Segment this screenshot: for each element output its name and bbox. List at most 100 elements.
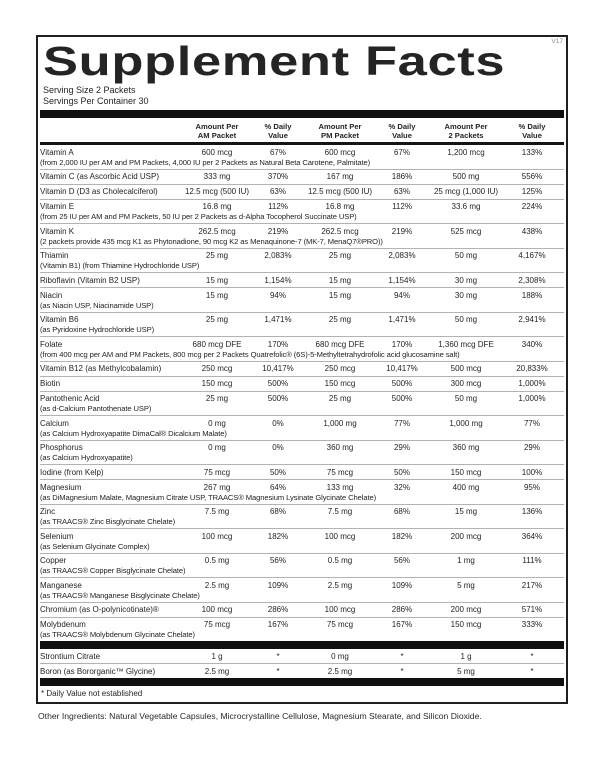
pm-dv-cell: 63% bbox=[393, 187, 410, 197]
pm-amount-cell: 0.5 mg bbox=[327, 556, 353, 566]
pm-amount-cell: 250 mcg bbox=[324, 364, 356, 374]
total-amount-cell: 400 mg bbox=[452, 482, 480, 492]
am-dv-cell: 219% bbox=[267, 226, 289, 236]
pm-dv-cell: 94% bbox=[393, 290, 410, 300]
pm-amount-cell: 600 mcg bbox=[324, 147, 356, 157]
pm-dv-cell: 286% bbox=[391, 605, 413, 615]
am-dv-cell: 64% bbox=[269, 482, 286, 492]
am-amount-cell: 75 mcg bbox=[203, 467, 231, 477]
total-dv-cell: 125% bbox=[521, 187, 543, 197]
pm-amount-cell: 150 mcg bbox=[324, 379, 356, 389]
pm-amount-cell: 25 mg bbox=[328, 315, 352, 325]
pm-amount-cell: 25 mg bbox=[328, 394, 352, 404]
am-dv-cell: 56% bbox=[269, 556, 286, 566]
total-amount-cell: 50 mg bbox=[454, 394, 478, 404]
pm-amount-cell: 25 mg bbox=[328, 251, 352, 261]
total-amount-cell: 200 mcg bbox=[450, 605, 482, 615]
am-dv-cell: 182% bbox=[267, 531, 289, 541]
total-amount-cell: 1,200 mcg bbox=[447, 147, 485, 157]
am-dv-cell: 67% bbox=[269, 147, 286, 157]
am-amount-cell: 680 mcg DFE bbox=[192, 339, 242, 349]
pm-amount-cell: 1,000 mg bbox=[323, 418, 357, 428]
nutrient-subtext: (as TRAACS® Manganese Bisglycinate Chela… bbox=[40, 590, 200, 600]
serving-size: Serving Size 2 Packets bbox=[43, 85, 136, 95]
nutrient-name: Pantothenic Acid bbox=[40, 394, 100, 404]
column-header-am-amount: Amount Per AM Packet bbox=[195, 122, 239, 140]
serving-info: Serving Size 2 Packets Servings Per Cont… bbox=[43, 85, 564, 106]
nutrient-name: Molybdenum bbox=[40, 620, 86, 630]
column-header-pm-dv: % Daily Value bbox=[388, 122, 416, 140]
supplement-facts-label: V17 Supplement Facts Serving Size 2 Pack… bbox=[36, 35, 568, 705]
pm-amount-cell: 680 mcg DFE bbox=[315, 339, 365, 349]
total-amount-cell: 50 mg bbox=[454, 251, 478, 261]
am-amount-cell: 7.5 mg bbox=[204, 507, 230, 517]
nutrient-subtext: (from 400 mcg per AM and PM Packets, 800… bbox=[40, 349, 460, 359]
column-header-row: Amount Per AM Packet % Daily Value Amoun… bbox=[40, 118, 564, 146]
table-row: Molybdenum 75 mcg 167% 75 mcg 167% 150 m… bbox=[40, 616, 564, 642]
total-amount-cell: 150 mcg bbox=[450, 620, 482, 630]
am-amount-cell: 1 g bbox=[211, 651, 223, 661]
pm-dv-cell: 32% bbox=[393, 482, 410, 492]
nutrient-name: Iodine (from Kelp) bbox=[40, 467, 104, 477]
pm-amount-cell: 100 mcg bbox=[324, 531, 356, 541]
pm-dv-cell: 29% bbox=[393, 443, 410, 453]
table-row: Vitamin B12 (as Methylcobalamin) 250 mcg… bbox=[40, 360, 564, 376]
servings-per-container: Servings Per Container 30 bbox=[43, 95, 149, 106]
pm-dv-cell: 109% bbox=[391, 580, 413, 590]
pm-amount-cell: 7.5 mg bbox=[327, 507, 353, 517]
total-amount-cell: 150 mcg bbox=[450, 467, 482, 477]
pm-dv-cell: 182% bbox=[391, 531, 413, 541]
nutrient-name: Vitamin E bbox=[40, 202, 75, 212]
other-ingredients: Other Ingredients: Natural Vegetable Cap… bbox=[38, 711, 482, 722]
am-amount-cell: 25 mg bbox=[205, 394, 229, 404]
am-amount-cell: 333 mg bbox=[203, 172, 231, 182]
table-row: Copper 0.5 mg 56% 0.5 mg 56% 1 mg 111% (… bbox=[40, 552, 564, 578]
pm-dv-cell: 1,471% bbox=[388, 315, 416, 325]
total-amount-cell: 500 mcg bbox=[450, 364, 482, 374]
am-amount-cell: 15 mg bbox=[205, 290, 229, 300]
page-title: Supplement Facts bbox=[43, 38, 506, 84]
total-dv-cell: 571% bbox=[521, 605, 543, 615]
nutrient-name: Manganese bbox=[40, 580, 82, 590]
pm-dv-cell: 170% bbox=[391, 339, 413, 349]
nutrient-rows: Vitamin A 600 mcg 67% 600 mcg 67% 1,200 … bbox=[40, 145, 564, 641]
table-row: Boron (as Bororganic™ Glycine) 2.5 mg * … bbox=[40, 663, 564, 678]
nutrient-name: Vitamin K bbox=[40, 226, 75, 236]
nutrient-subtext: (as TRAACS® Zinc Bisglycinate Chelate) bbox=[40, 517, 176, 527]
table-row: Thiamin 25 mg 2,083% 25 mg 2,083% 50 mg … bbox=[40, 247, 564, 273]
am-amount-cell: 100 mcg bbox=[201, 531, 233, 541]
column-header-total-dv: % Daily Value bbox=[518, 122, 546, 140]
pm-dv-cell: 500% bbox=[391, 394, 413, 404]
total-amount-cell: 1,360 mcg DFE bbox=[438, 339, 494, 349]
am-amount-cell: 600 mcg bbox=[201, 147, 233, 157]
table-row: Vitamin E 16.8 mg 112% 16.8 mg 112% 33.6… bbox=[40, 198, 564, 224]
pm-dv-cell: 50% bbox=[393, 467, 410, 477]
pm-amount-cell: 15 mg bbox=[328, 275, 352, 285]
pm-amount-cell: 12.5 mcg (500 IU) bbox=[307, 187, 373, 197]
table-row: Vitamin B6 25 mg 1,471% 25 mg 1,471% 50 … bbox=[40, 311, 564, 337]
total-amount-cell: 50 mg bbox=[454, 315, 478, 325]
total-dv-cell: 100% bbox=[521, 467, 543, 477]
am-dv-cell: 0% bbox=[272, 418, 284, 428]
am-dv-cell: 2,083% bbox=[264, 251, 292, 261]
column-header-pm-amount: Amount Per PM Packet bbox=[318, 122, 362, 140]
nutrient-subtext: (as Pyridoxine Hydrochloride USP) bbox=[40, 325, 155, 335]
pm-amount-cell: 167 mg bbox=[326, 172, 354, 182]
am-amount-cell: 0 mg bbox=[208, 443, 226, 453]
pm-amount-cell: 100 mcg bbox=[324, 605, 356, 615]
total-dv-cell: * bbox=[530, 651, 534, 661]
total-amount-cell: 1 g bbox=[460, 651, 472, 661]
table-row: Niacin 15 mg 94% 15 mg 94% 30 mg 188% (a… bbox=[40, 287, 564, 312]
total-amount-cell: 525 mcg bbox=[450, 226, 482, 236]
table-row: Vitamin C (as Ascorbic Acid USP) 333 mg … bbox=[40, 168, 564, 184]
nutrient-name: Riboflavin (Vitamin B2 USP) bbox=[40, 275, 140, 285]
header-separator-bar bbox=[40, 110, 564, 118]
am-dv-cell: * bbox=[276, 666, 280, 676]
pm-dv-cell: 1,154% bbox=[388, 275, 416, 285]
total-dv-cell: 224% bbox=[521, 202, 543, 212]
column-header-am-dv: % Daily Value bbox=[264, 122, 292, 140]
section-divider-bar-bottom bbox=[40, 678, 564, 687]
total-amount-cell: 25 mcg (1,000 IU) bbox=[433, 187, 499, 197]
total-amount-cell: 200 mcg bbox=[450, 531, 482, 541]
table-row: Zinc 7.5 mg 68% 7.5 mg 68% 15 mg 136% (a… bbox=[40, 503, 564, 529]
